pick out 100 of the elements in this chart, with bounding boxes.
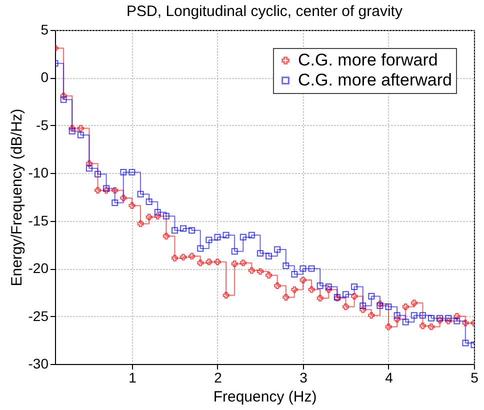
point	[154, 209, 161, 216]
point	[316, 282, 324, 289]
point	[146, 214, 152, 220]
y-tick-label: 0	[40, 69, 49, 86]
point	[180, 254, 187, 260]
point	[410, 312, 418, 319]
point	[171, 254, 178, 262]
point	[351, 283, 358, 290]
point	[162, 212, 170, 220]
legend-label: C.G. more afterward	[298, 70, 452, 90]
legend-label: C.G. more forward	[298, 50, 438, 70]
point	[462, 320, 469, 326]
point	[137, 190, 144, 198]
point	[256, 268, 264, 275]
point	[60, 92, 67, 100]
point	[308, 286, 315, 293]
point	[454, 313, 460, 320]
point	[214, 258, 221, 266]
point	[248, 267, 255, 274]
point	[419, 312, 426, 319]
point	[291, 286, 298, 293]
point	[94, 187, 101, 194]
point	[248, 232, 255, 238]
point	[394, 312, 400, 319]
point	[120, 194, 127, 202]
point	[206, 236, 212, 244]
x-tick-label: 3	[300, 370, 308, 386]
point	[240, 234, 246, 240]
point	[274, 246, 281, 253]
point	[197, 260, 204, 266]
point	[77, 125, 84, 132]
point	[112, 187, 118, 194]
point	[428, 324, 434, 330]
x-tick-label: 4	[385, 370, 394, 386]
point	[410, 300, 418, 306]
point	[360, 306, 366, 313]
point	[274, 282, 281, 289]
point	[368, 312, 375, 319]
point	[300, 276, 306, 284]
x-axis-title: Frequency (Hz)	[213, 388, 317, 406]
point	[77, 132, 84, 138]
point	[180, 225, 187, 232]
point	[394, 316, 400, 322]
point	[188, 252, 196, 260]
y-tick-label: -15	[28, 212, 49, 228]
point	[197, 245, 204, 252]
point	[402, 318, 409, 326]
point	[462, 340, 469, 346]
point	[86, 165, 92, 172]
point	[128, 168, 136, 176]
point	[214, 234, 221, 240]
point	[325, 283, 332, 290]
point	[385, 304, 392, 310]
point	[188, 227, 196, 234]
point	[68, 125, 76, 132]
point	[402, 304, 409, 310]
point	[360, 302, 366, 310]
point	[300, 265, 306, 272]
point	[282, 262, 290, 269]
y-axis-title: Energy/Frequency (dB/Hz)	[8, 108, 26, 286]
point	[222, 232, 230, 238]
y-tick-label: -20	[28, 260, 49, 276]
point	[342, 291, 349, 298]
point	[266, 252, 272, 260]
point	[351, 293, 358, 300]
x-tick-label: 2	[214, 370, 222, 386]
chart-title: PSD, Longitudinal cyclic, center of gravity	[126, 3, 403, 20]
point	[94, 170, 101, 178]
point	[231, 248, 238, 255]
point	[162, 232, 170, 240]
point	[282, 294, 290, 300]
y-tick-label: 5	[40, 22, 49, 38]
x-tick-label: 1	[128, 370, 137, 386]
point	[206, 258, 212, 266]
point	[240, 260, 246, 266]
point	[60, 96, 67, 103]
x-tick-label: 5	[470, 370, 479, 386]
point	[385, 324, 392, 330]
point	[454, 318, 460, 324]
point	[445, 314, 452, 322]
point	[231, 260, 238, 268]
point	[316, 294, 324, 302]
point	[256, 250, 264, 257]
point	[112, 199, 118, 206]
point	[128, 202, 136, 209]
point	[146, 198, 152, 206]
point	[291, 271, 298, 278]
point	[419, 322, 426, 330]
point	[325, 286, 332, 293]
point	[222, 292, 230, 299]
point	[86, 160, 92, 167]
point	[137, 220, 144, 227]
point	[154, 212, 161, 220]
point	[445, 318, 452, 324]
y-tick-label: -25	[28, 308, 49, 324]
point	[368, 293, 375, 300]
point	[308, 265, 315, 272]
point	[171, 227, 178, 234]
point	[120, 168, 127, 176]
point	[428, 314, 434, 322]
